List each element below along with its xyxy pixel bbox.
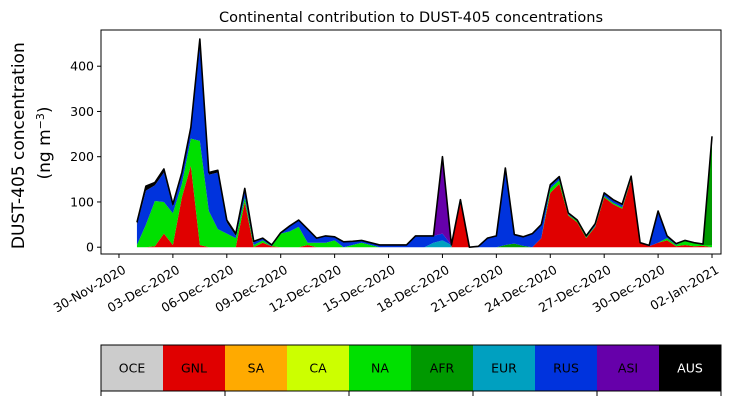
legend-label-eur: EUR (491, 361, 517, 376)
legend-swatch-oce (101, 345, 164, 391)
legend-label-asi: ASI (618, 361, 638, 376)
legend-swatch-aus (659, 345, 722, 391)
y-axis-unit-exponent: −3 (34, 113, 47, 129)
legend-label-sa: SA (248, 361, 265, 376)
y-axis-label: DUST-405 concentration (ng m−3) (9, 37, 55, 249)
legend-swatch-rus (535, 345, 598, 391)
legend: OCE GNL SA CA NA AFR EUR RUS ASI AUS (100, 344, 722, 396)
legend-frame (100, 344, 722, 392)
legend-swatch-asi (597, 345, 660, 391)
y-axis-unit-prefix: (ng m (35, 129, 55, 179)
legend-swatch-gnl (163, 345, 226, 391)
legend-swatch-na (349, 345, 412, 391)
legend-swatch-ca (287, 345, 350, 391)
y-tick-label: 0 (86, 240, 94, 255)
y-tick-label: 200 (70, 149, 94, 164)
y-tick-label: 100 (70, 194, 94, 209)
legend-label-na: NA (371, 361, 389, 376)
legend-label-aus: AUS (677, 361, 703, 376)
plot-frame (100, 29, 722, 255)
legend-swatch-eur (473, 345, 536, 391)
area-na (136, 138, 713, 248)
chart-title: Continental contribution to DUST-405 con… (219, 10, 603, 26)
legend-label-afr: AFR (430, 361, 455, 376)
legend-label-rus: RUS (553, 361, 579, 376)
y-tick-label: 400 (70, 59, 94, 74)
legend-label-gnl: GNL (181, 361, 207, 376)
legend-swatch-afr (411, 345, 474, 391)
plot-area: 010020030040030-Nov-202003-Dec-202006-De… (51, 29, 722, 315)
total-outline (136, 38, 713, 249)
legend-label-ca: CA (309, 361, 327, 376)
y-axis-label-line1: DUST-405 concentration (9, 42, 29, 249)
area-gnl (136, 165, 713, 248)
y-axis-label-line2: (ng m−3) (34, 106, 56, 179)
legend-swatch-sa (225, 345, 288, 391)
y-axis-unit-suffix: ) (35, 106, 55, 113)
y-tick-label: 300 (70, 104, 94, 119)
legend-label-oce: OCE (119, 361, 146, 376)
